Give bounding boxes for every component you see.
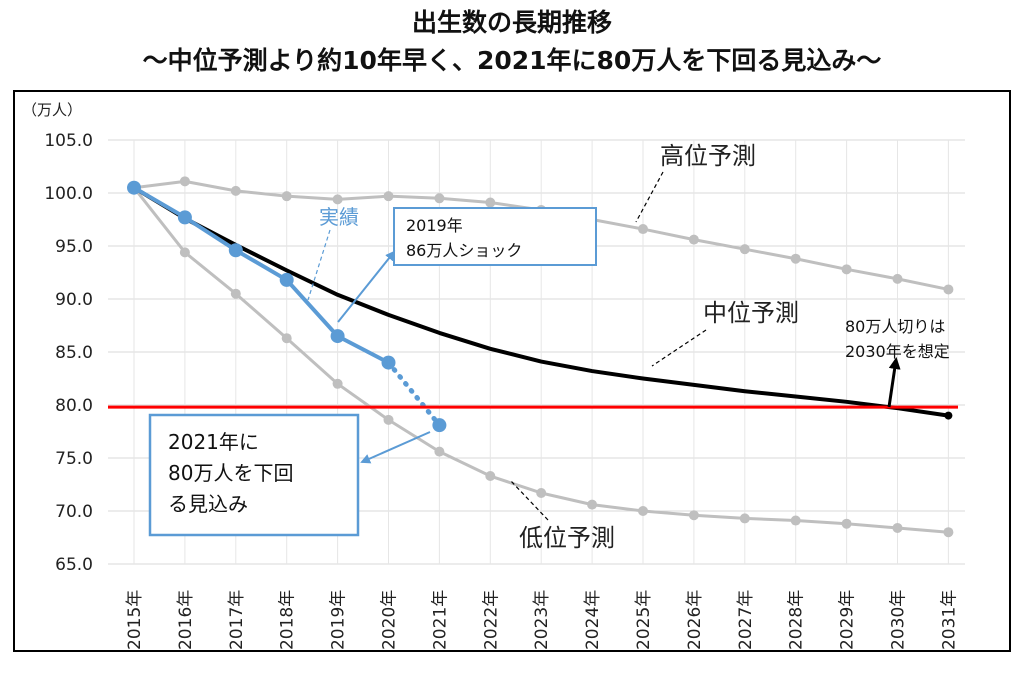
x-tick-label: 2016年 xyxy=(176,590,196,650)
callout-2021-line2: 80万人を下回 xyxy=(168,461,293,485)
callout-2019-line1: 2019年 xyxy=(406,216,463,235)
estimate-dotted-line xyxy=(386,360,442,428)
arrow-2030-cut xyxy=(887,357,901,408)
y-tick-label: 90.0 xyxy=(55,290,93,310)
callout-box-2019-shock xyxy=(393,207,597,266)
x-tick-label: 2017年 xyxy=(227,590,247,650)
data-point xyxy=(536,487,547,498)
x-tick-label: 2022年 xyxy=(481,590,501,650)
y-axis-ticks: 65.0 70.0 75.0 80.0 85.0 90.0 95.0 100.0 105.0 xyxy=(44,131,93,575)
y-tick-label: 85.0 xyxy=(55,343,93,363)
data-point xyxy=(790,253,801,264)
label-actual: 実績 xyxy=(319,205,359,229)
x-tick-label: 2026年 xyxy=(685,590,705,650)
x-tick-label: 2029年 xyxy=(838,590,858,650)
leader-line-actual xyxy=(307,229,331,301)
x-tick-label: 2020年 xyxy=(380,590,400,650)
chart-subtitle: ～中位予測より約10年早く、2021年に80万人を下回る見込み～ xyxy=(142,46,882,75)
x-tick-label: 2019年 xyxy=(329,590,349,650)
data-point xyxy=(230,185,241,196)
data-point xyxy=(943,284,954,295)
y-tick-label: 65.0 xyxy=(55,555,93,575)
data-point xyxy=(179,176,190,187)
leader-line-low xyxy=(509,479,549,521)
data-point xyxy=(179,247,190,258)
series-line xyxy=(132,185,949,418)
data-point xyxy=(230,288,241,299)
data-point xyxy=(330,329,345,344)
x-tick-label: 2025年 xyxy=(634,590,654,650)
data-point xyxy=(688,234,699,245)
data-point xyxy=(790,515,801,526)
arrow-2019-shock xyxy=(337,250,396,323)
data-point xyxy=(943,527,954,538)
data-point xyxy=(332,378,343,389)
label-low-projection: 低位予測 xyxy=(519,524,615,552)
callout-2021-line3: る見込み xyxy=(168,492,248,516)
y-tick-label: 75.0 xyxy=(55,449,93,469)
y-tick-label: 80.0 xyxy=(55,396,93,416)
chart-frame xyxy=(13,90,1011,652)
data-point xyxy=(485,197,496,208)
data-point xyxy=(944,411,953,420)
data-point xyxy=(127,180,141,195)
y-axis-label: （万人） xyxy=(22,101,82,119)
x-tick-label: 2021年 xyxy=(430,590,450,650)
x-tick-label: 2031年 xyxy=(939,590,959,650)
callout-2021-line1: 2021年に xyxy=(168,430,259,454)
leader-line-high xyxy=(635,171,664,223)
note-80-cut-line2: 2030年を想定 xyxy=(845,342,950,361)
estimate-point-2021 xyxy=(432,418,447,433)
series-lines xyxy=(127,176,954,538)
data-point xyxy=(841,264,852,275)
data-point xyxy=(587,499,598,510)
label-mid-projection: 中位予測 xyxy=(703,299,799,327)
data-point xyxy=(841,518,852,529)
x-tick-label: 2030年 xyxy=(889,590,909,650)
data-point xyxy=(688,510,699,521)
x-tick-label: 2018年 xyxy=(278,590,298,650)
x-axis-ticks: 2015年 2016年 2017年 2018年 2019年 2020年 2021年 2022年… xyxy=(125,590,959,650)
annotations: 高位予測 中位予測 低位予測 実績 2019年 86万人ショック 2021年に … xyxy=(148,142,950,552)
callout-2019-line2: 86万人ショック xyxy=(406,241,522,260)
data-point xyxy=(279,272,294,287)
chart-title: 出生数の長期推移 xyxy=(411,8,612,37)
x-tick-label: 2023年 xyxy=(532,590,552,650)
x-tick-label: 2027年 xyxy=(736,590,756,650)
data-point xyxy=(485,471,496,482)
data-point xyxy=(739,513,750,524)
data-point xyxy=(739,244,750,255)
data-point xyxy=(638,506,648,516)
data-point xyxy=(434,193,445,204)
data-point xyxy=(638,224,648,235)
data-point xyxy=(281,333,292,344)
data-point xyxy=(281,191,292,202)
data-point xyxy=(332,194,343,205)
y-tick-label: 100.0 xyxy=(44,184,93,204)
x-tick-label: 2015年 xyxy=(125,590,145,650)
callout-box-2021 xyxy=(148,413,360,537)
data-point xyxy=(434,446,445,457)
series-line xyxy=(132,185,390,365)
data-point xyxy=(892,522,903,533)
y-tick-label: 105.0 xyxy=(44,131,93,151)
data-point xyxy=(892,273,903,284)
x-tick-label: 2028年 xyxy=(787,590,807,650)
y-tick-label: 95.0 xyxy=(55,237,93,257)
data-point xyxy=(177,210,192,225)
x-tick-label: 2024年 xyxy=(583,590,603,650)
note-80-cut-line1: 80万人切りは xyxy=(845,317,945,336)
leader-line-mid xyxy=(651,329,707,367)
data-point xyxy=(383,414,394,425)
y-tick-label: 70.0 xyxy=(55,502,93,522)
data-point xyxy=(383,191,394,202)
data-point xyxy=(228,243,243,258)
arrow-2021-below80 xyxy=(360,431,431,464)
label-high-projection: 高位予測 xyxy=(660,142,756,170)
